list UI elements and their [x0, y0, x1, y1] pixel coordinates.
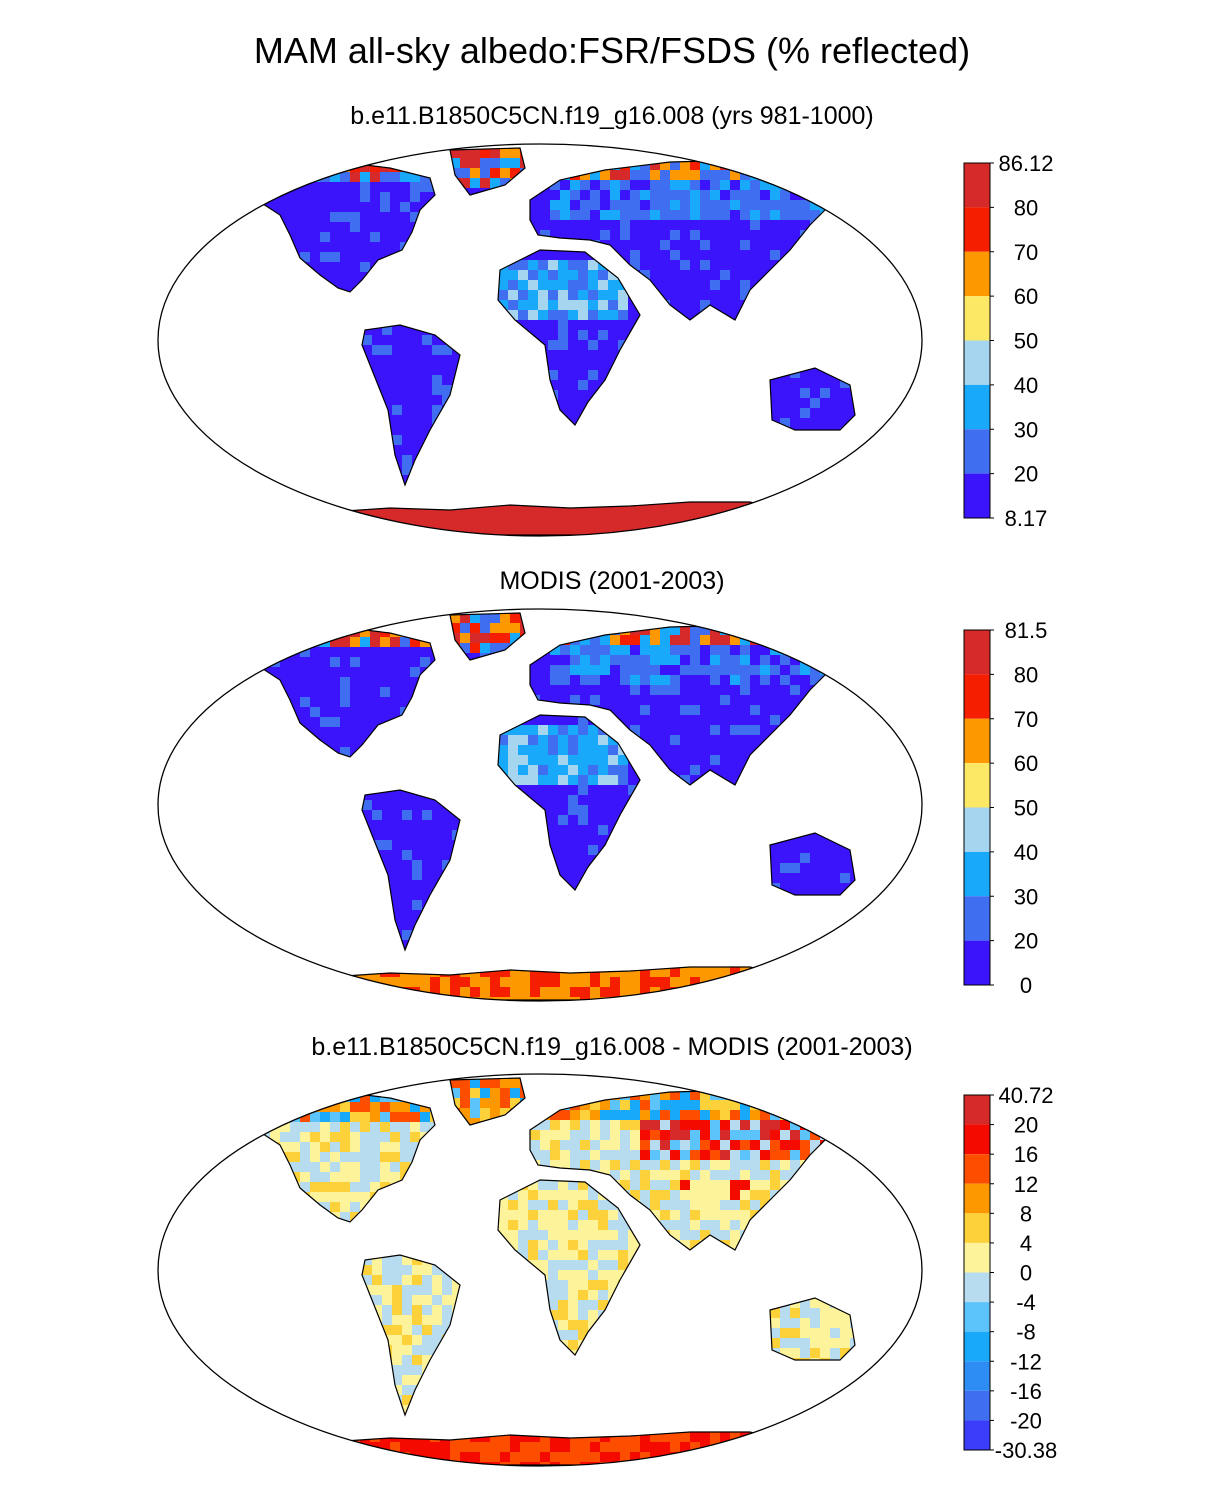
- australia-coastline: [769, 832, 856, 896]
- colorbar-label: 30: [1014, 884, 1038, 909]
- colorbar-label: 50: [1014, 796, 1038, 821]
- colorbar-swatch: [964, 1390, 990, 1421]
- north-america-coastline: [249, 1091, 436, 1223]
- colorbar-label: 86.12: [998, 151, 1053, 176]
- colorbar-label: 50: [1014, 329, 1038, 354]
- colorbar-label: -4: [1016, 1290, 1036, 1315]
- colorbar-label: 81.5: [1005, 618, 1048, 643]
- panel-3-title: b.e11.B1850C5CN.f19_g16.008 - MODIS (200…: [311, 1033, 913, 1061]
- colorbar-label: 40: [1014, 373, 1038, 398]
- panel-1-colorbar: 86.12 80 70 60 50 40 30 20 8.17: [963, 151, 1054, 531]
- north-america-coastline: [249, 626, 436, 758]
- colorbar-label: 40: [1014, 840, 1038, 865]
- colorbar-swatch: [964, 718, 990, 764]
- colorbar-swatch: [964, 1095, 990, 1125]
- colorbar-swatch: [964, 207, 990, 252]
- colorbar-label: -16: [1010, 1379, 1042, 1404]
- colorbar-swatch: [964, 473, 990, 518]
- map-border: [157, 143, 923, 537]
- colorbar-label: 12: [1014, 1172, 1038, 1197]
- colorbar-label: -8: [1016, 1320, 1036, 1345]
- colorbar-label: 8: [1020, 1201, 1032, 1226]
- north-america-coastline: [249, 161, 436, 293]
- colorbar-swatch: [964, 1124, 990, 1155]
- colorbar-swatch: [964, 384, 990, 430]
- colorbar-swatch: [964, 296, 990, 341]
- panel-1-map: [157, 143, 923, 537]
- colorbar-label: 30: [1014, 417, 1038, 442]
- australia-coastline: [769, 1297, 856, 1361]
- colorbar-swatch: [964, 807, 990, 852]
- colorbar-label: -20: [1010, 1408, 1042, 1433]
- colorbar-swatch: [964, 940, 990, 985]
- colorbar-swatch: [964, 1361, 990, 1391]
- colorbar-label: -30.38: [995, 1438, 1057, 1463]
- africa-coastline: [497, 1179, 641, 1356]
- colorbar-swatch: [964, 674, 990, 719]
- figure-title: MAM all-sky albedo:FSR/FSDS (% reflected…: [253, 30, 971, 71]
- panel-1-title: b.e11.B1850C5CN.f19_g16.008 (yrs 981-100…: [350, 102, 874, 130]
- greenland-coastline: [449, 147, 526, 196]
- greenland-coastline: [449, 612, 526, 661]
- map-border: [157, 1073, 923, 1467]
- colorbar-label: 0: [1020, 973, 1032, 998]
- colorbar-swatch: [964, 1420, 990, 1450]
- colorbar-swatch: [964, 1183, 990, 1214]
- colorbar-swatch: [964, 763, 990, 808]
- colorbar-label: 16: [1014, 1142, 1038, 1167]
- colorbar-swatch: [964, 630, 990, 675]
- colorbar-swatch: [964, 1302, 990, 1332]
- africa-coastline: [497, 714, 641, 891]
- greenland-coastline: [449, 1077, 526, 1126]
- south-america-coastline: [361, 789, 461, 952]
- australia-coastline: [769, 367, 856, 431]
- map-border: [157, 608, 923, 1002]
- colorbar-label: 4: [1020, 1231, 1032, 1256]
- colorbar-swatch: [964, 1272, 990, 1303]
- panel-2-colorbar: 81.5 80 70 60 50 40 30 20 0: [963, 618, 1047, 998]
- colorbar-swatch: [964, 896, 990, 941]
- colorbar-label: -12: [1010, 1349, 1042, 1374]
- colorbar-swatch: [964, 340, 990, 385]
- colorbar-label: 60: [1014, 751, 1038, 776]
- south-america-coastline: [361, 1254, 461, 1417]
- colorbar-label: 80: [1014, 662, 1038, 687]
- colorbar-swatch: [964, 1154, 990, 1184]
- colorbar-label: 80: [1014, 195, 1038, 220]
- colorbar-label: 20: [1014, 462, 1038, 487]
- colorbar-label: 60: [1014, 284, 1038, 309]
- colorbar-swatch: [964, 851, 990, 897]
- south-america-coastline: [361, 324, 461, 487]
- colorbar-label: 70: [1014, 707, 1038, 732]
- colorbar-label: 20: [1014, 929, 1038, 954]
- colorbar-label: 8.17: [1005, 506, 1048, 531]
- panel-3-map: [157, 1073, 923, 1467]
- colorbar-swatch: [964, 163, 990, 208]
- colorbar-swatch: [964, 1242, 990, 1273]
- colorbar-swatch: [964, 251, 990, 297]
- panel-2-map: [157, 608, 923, 1002]
- panel-3-colorbar: 40.72 20 16 12 8 4 0 -4 -8 -12 -16 -20 -30.38: [963, 1083, 1057, 1463]
- colorbar-label: 0: [1020, 1261, 1032, 1286]
- colorbar-swatch: [964, 1331, 990, 1362]
- colorbar-label: 70: [1014, 240, 1038, 265]
- colorbar-label: 20: [1014, 1113, 1038, 1138]
- africa-coastline: [497, 249, 641, 426]
- colorbar-swatch: [964, 429, 990, 474]
- panel-2-title: MODIS (2001-2003): [499, 567, 725, 595]
- colorbar-label: 40.72: [998, 1083, 1053, 1108]
- colorbar-swatch: [964, 1213, 990, 1243]
